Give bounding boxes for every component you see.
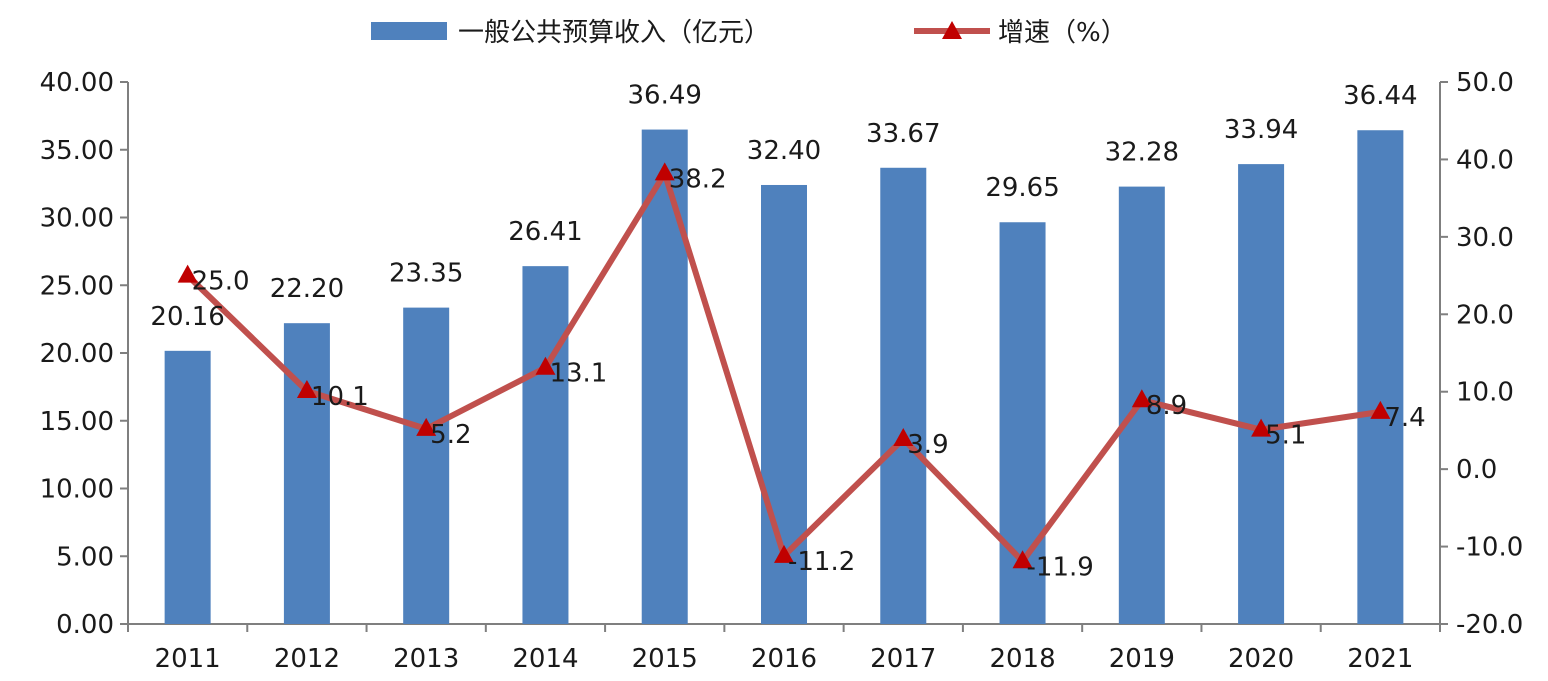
bar-value-label: 32.28 [1105, 138, 1179, 168]
growth-marker [1370, 400, 1391, 419]
y-left-tick-label: 35.00 [40, 136, 114, 166]
y-left-tick-label: 20.00 [40, 339, 114, 369]
y-right-tick-label: 30.0 [1456, 223, 1514, 253]
growth-marker [893, 427, 914, 446]
x-tick-label: 2021 [1347, 644, 1413, 674]
growth-marker [774, 544, 794, 563]
legend-line-label: 增速（%） [998, 18, 1127, 48]
x-tick-label: 2015 [632, 644, 698, 674]
bar-value-label: 29.65 [985, 173, 1059, 203]
growth-marker [654, 162, 675, 181]
x-tick-label: 2011 [155, 644, 221, 674]
bar-value-label: 32.40 [747, 136, 821, 166]
bar-2021 [1357, 130, 1404, 624]
legend-bar-label: 一般公共预算收入（亿元） [458, 18, 770, 48]
growth-marker [416, 417, 437, 436]
growth-value-label: 7.4 [1384, 403, 1425, 433]
growth-marker [177, 264, 198, 283]
bar-2017 [880, 167, 927, 625]
y-left-tick-label: 30.00 [40, 204, 114, 234]
y-right-tick-label: 40.0 [1456, 145, 1514, 175]
y-right-tick-label: -20.0 [1456, 610, 1523, 640]
growth-value-label: -11.2 [788, 547, 855, 577]
bar-2020 [1238, 164, 1285, 624]
bar-value-label: 33.94 [1224, 115, 1298, 145]
growth-marker [1131, 389, 1152, 408]
growth-value-label: 25.0 [192, 267, 250, 297]
bar-value-label: 36.49 [628, 81, 702, 111]
growth-marker [296, 379, 317, 398]
growth-marker [535, 356, 556, 375]
y-left-tick-label: 5.00 [56, 542, 114, 572]
bar-value-label: 26.41 [508, 217, 582, 247]
data-labels: 20.16 22.20 23.35 26.41 36.49 32.40 33.67 29.65… [150, 81, 1425, 583]
y-right-tick-label: 0.0 [1456, 455, 1497, 485]
legend: 一般公共预算收入（亿元） 增速（%） [371, 18, 1127, 48]
x-tick-label: 2013 [393, 644, 459, 674]
x-tick-label: 2019 [1109, 644, 1175, 674]
x-tick-label: 2018 [989, 644, 1055, 674]
bar-value-label: 20.16 [150, 302, 224, 332]
y-right-tick-label: -10.0 [1456, 533, 1523, 563]
bar-value-label: 36.44 [1343, 81, 1417, 111]
growth-value-label: 10.1 [311, 382, 369, 412]
growth-line-layer [177, 162, 1391, 569]
growth-value-label: 38.2 [669, 164, 727, 194]
x-tick-label: 2016 [751, 644, 817, 674]
y-left-tick-label: 40.00 [40, 68, 114, 98]
bar-value-label: 23.35 [389, 259, 463, 289]
y-right-tick-label: 50.0 [1456, 68, 1514, 98]
y-right-tick-label: 20.0 [1456, 300, 1514, 330]
bar-value-label: 22.20 [270, 274, 344, 304]
legend-line-marker-icon [942, 21, 962, 39]
growth-marker [1251, 418, 1272, 437]
growth-marker [1012, 550, 1033, 569]
y-left-tick-label: 10.00 [40, 475, 114, 505]
growth-value-label: -11.9 [1027, 552, 1094, 582]
y-right-tick-label: 10.0 [1456, 378, 1514, 408]
bar-2015 [641, 129, 688, 625]
bar-value-label: 33.67 [866, 119, 940, 149]
x-tick-label: 2017 [870, 644, 936, 674]
x-tick-label: 2014 [512, 644, 578, 674]
legend-bar-swatch [371, 22, 447, 40]
y-left-tick-label: 0.00 [56, 610, 114, 640]
y-left-tick-label: 15.00 [40, 407, 114, 437]
growth-value-label: 5.1 [1265, 421, 1306, 451]
bar-2014 [522, 266, 569, 624]
growth-value-label: 5.2 [430, 420, 471, 450]
growth-value-label: 8.9 [1146, 391, 1187, 421]
bar-2012 [283, 323, 330, 624]
y-left-tick-label: 25.00 [40, 271, 114, 301]
bar-2011 [164, 350, 211, 624]
growth-value-label: 3.9 [907, 430, 948, 460]
bar-2013 [403, 307, 450, 624]
growth-value-label: 13.1 [549, 359, 607, 389]
x-tick-label: 2012 [274, 644, 340, 674]
axes: 0.00 5.00 10.00 15.00 20.00 25.00 30.00 35.00 40… [40, 68, 1524, 674]
x-tick-label: 2020 [1228, 644, 1294, 674]
